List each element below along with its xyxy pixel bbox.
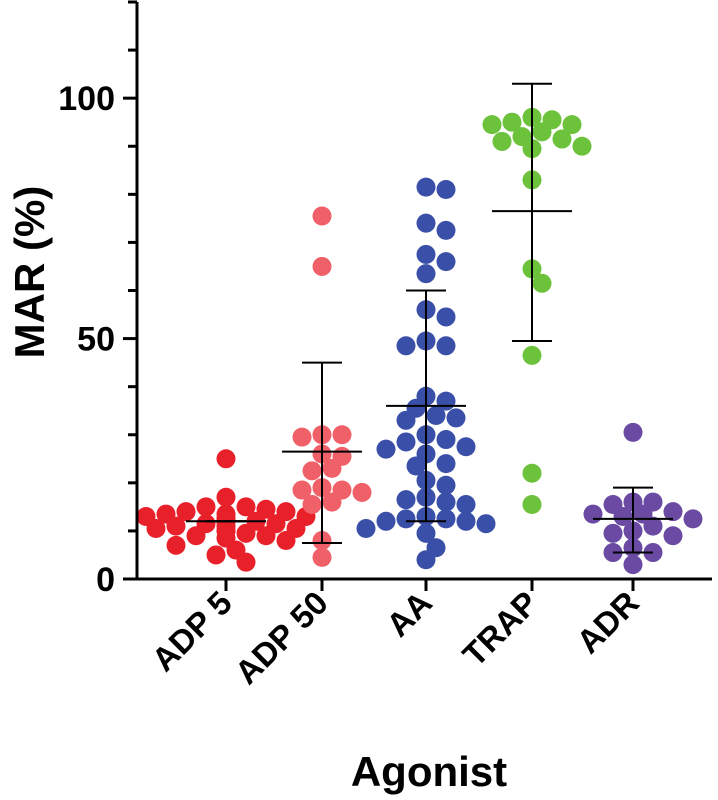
data-point xyxy=(456,437,476,457)
data-point xyxy=(416,244,436,264)
x-tick-label: ADP 50 xyxy=(228,584,335,691)
data-point xyxy=(492,131,512,151)
data-point xyxy=(406,456,426,476)
data-point xyxy=(312,547,332,567)
series-group xyxy=(482,82,592,514)
data-point xyxy=(663,502,683,522)
x-tick-label: TRAP xyxy=(455,584,545,674)
data-point xyxy=(216,449,236,469)
data-point xyxy=(166,535,186,555)
data-point xyxy=(332,425,352,445)
data-point xyxy=(522,494,542,514)
data-point xyxy=(376,511,396,531)
x-tick-label: AA xyxy=(379,584,439,644)
data-point xyxy=(446,408,466,428)
data-point xyxy=(436,430,456,450)
data-point xyxy=(216,487,236,507)
data-point xyxy=(532,122,552,142)
data-point xyxy=(522,345,542,365)
data-point xyxy=(603,523,623,543)
data-point xyxy=(562,115,582,135)
data-point xyxy=(356,519,376,539)
data-point xyxy=(396,336,416,356)
data-point xyxy=(396,509,416,529)
data-point xyxy=(552,129,572,149)
data-point xyxy=(236,523,256,543)
x-axis-title: Agonist xyxy=(351,748,507,795)
data-point xyxy=(312,256,332,276)
data-point xyxy=(436,220,456,240)
data-point xyxy=(236,552,256,572)
data-point xyxy=(456,511,476,531)
data-point xyxy=(623,555,643,575)
data-point xyxy=(522,463,542,483)
data-point xyxy=(436,454,456,474)
series-group xyxy=(356,177,496,570)
data-point xyxy=(532,273,552,293)
data-point xyxy=(166,516,186,536)
data-point xyxy=(396,432,416,452)
chart-marks xyxy=(136,82,703,575)
data-point xyxy=(416,213,436,233)
data-point xyxy=(292,480,312,500)
data-point xyxy=(572,136,592,156)
data-point xyxy=(206,545,226,565)
x-tick-label: ADR xyxy=(569,584,646,661)
data-point xyxy=(613,506,633,526)
data-point xyxy=(176,502,196,522)
data-point xyxy=(146,519,166,539)
data-point xyxy=(583,504,603,524)
data-point xyxy=(436,492,456,512)
data-point xyxy=(436,509,456,529)
data-point xyxy=(436,180,456,200)
data-point xyxy=(426,406,446,426)
data-point xyxy=(416,264,436,284)
series-group xyxy=(583,422,703,575)
data-point xyxy=(416,523,436,543)
data-point xyxy=(416,550,436,570)
series-group xyxy=(136,449,316,572)
y-tick-label: 100 xyxy=(58,80,115,118)
data-point xyxy=(376,439,396,459)
data-point xyxy=(683,509,703,529)
data-point xyxy=(302,461,322,481)
data-point xyxy=(502,112,522,132)
data-point xyxy=(476,514,496,534)
data-point xyxy=(436,475,456,495)
data-point xyxy=(456,494,476,514)
x-tick-label: ADP 5 xyxy=(144,584,238,678)
data-point xyxy=(292,427,312,447)
data-point xyxy=(256,526,276,546)
y-tick-label: 50 xyxy=(77,321,115,359)
data-point xyxy=(396,490,416,510)
data-point xyxy=(196,497,216,517)
y-tick-label: 0 xyxy=(96,561,115,599)
data-point xyxy=(482,115,502,135)
data-point xyxy=(436,336,456,356)
data-point xyxy=(623,422,643,442)
data-point xyxy=(643,516,663,536)
data-point xyxy=(276,531,296,551)
data-point xyxy=(186,526,206,546)
y-axis-title: MAR (%) xyxy=(6,186,53,359)
data-point xyxy=(302,494,322,514)
data-point xyxy=(352,482,372,502)
data-point xyxy=(436,252,456,272)
data-point xyxy=(322,458,342,478)
data-point xyxy=(312,206,332,226)
data-point xyxy=(416,177,436,197)
series-group xyxy=(282,206,372,567)
data-point xyxy=(322,492,342,512)
data-point xyxy=(236,497,256,517)
data-point xyxy=(663,526,683,546)
data-point xyxy=(396,410,416,430)
data-point xyxy=(436,307,456,327)
